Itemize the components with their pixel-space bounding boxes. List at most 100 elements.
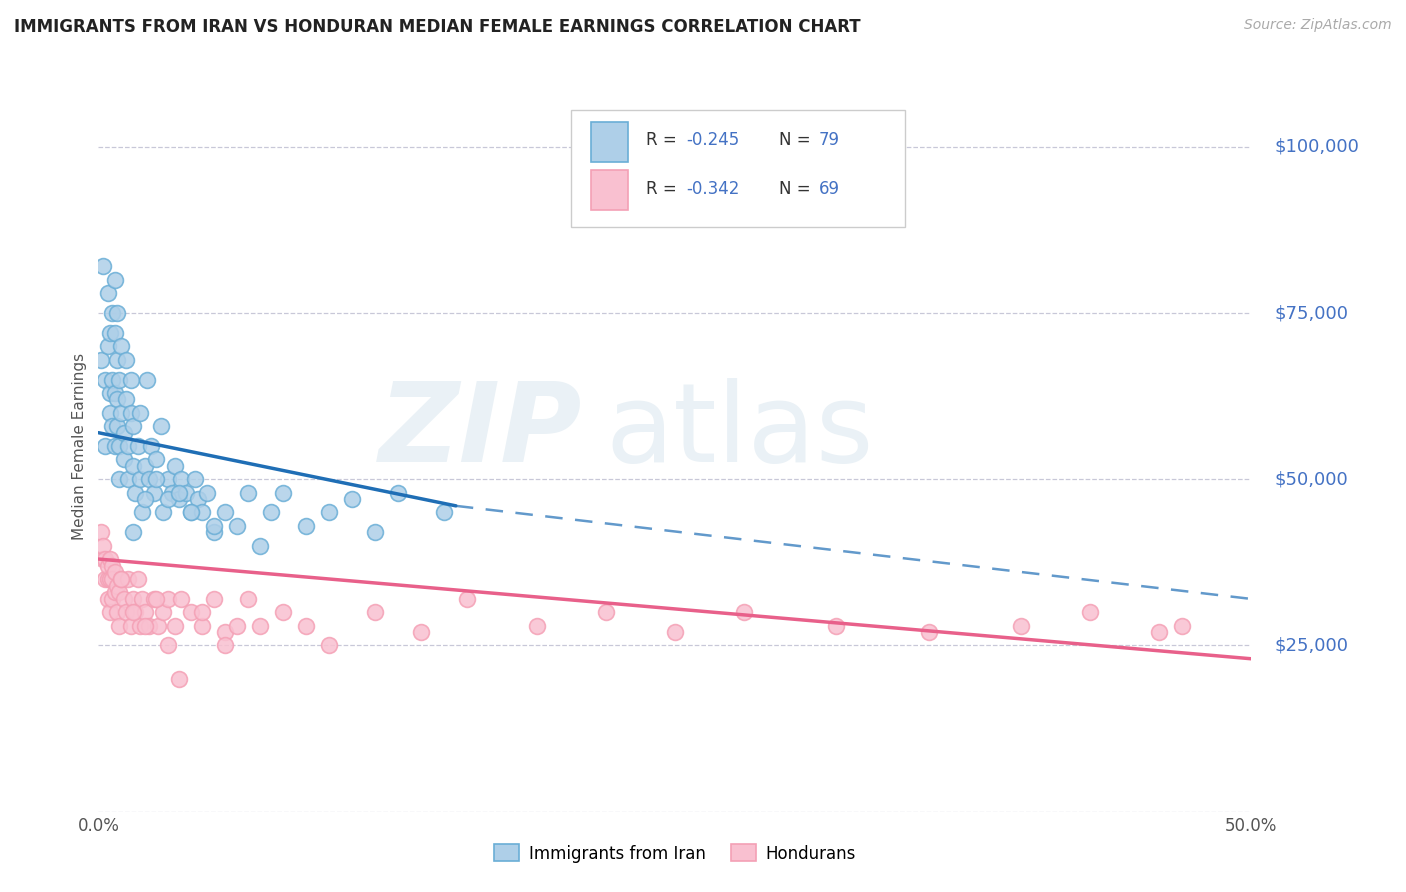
Point: [110, 572, 132, 586]
Text: N =: N =: [779, 131, 815, 149]
Point: [174, 485, 197, 500]
Point: [180, 605, 202, 619]
Point: [120, 618, 142, 632]
Point: [664, 625, 686, 640]
Point: [91, 539, 114, 553]
Point: [170, 591, 193, 606]
Point: [202, 591, 225, 606]
Point: [117, 572, 139, 586]
Point: [142, 591, 165, 606]
Point: [145, 591, 167, 606]
Point: [98, 572, 121, 586]
Point: [1171, 618, 1194, 632]
Point: [187, 492, 209, 507]
Point: [134, 458, 156, 473]
Text: IMMIGRANTS FROM IRAN VS HONDURAN MEDIAN FEMALE EARNINGS CORRELATION CHART: IMMIGRANTS FROM IRAN VS HONDURAN MEDIAN …: [14, 18, 860, 36]
Point: [131, 591, 153, 606]
Point: [98, 326, 121, 340]
FancyBboxPatch shape: [571, 110, 905, 227]
Point: [97, 558, 120, 573]
Point: [191, 618, 214, 632]
Point: [364, 605, 387, 619]
Point: [98, 605, 121, 619]
Point: [122, 419, 145, 434]
Point: [105, 579, 128, 593]
Text: $75,000: $75,000: [1274, 304, 1348, 322]
Point: [112, 425, 135, 440]
Point: [141, 439, 163, 453]
Point: [129, 406, 152, 420]
Point: [825, 618, 848, 632]
Point: [131, 506, 153, 520]
Point: [526, 618, 548, 632]
Point: [1147, 625, 1170, 640]
Point: [120, 406, 142, 420]
Point: [180, 506, 202, 520]
Point: [138, 472, 160, 486]
Legend: Immigrants from Iran, Hondurans: Immigrants from Iran, Hondurans: [486, 838, 863, 869]
Point: [225, 518, 247, 533]
Text: R =: R =: [647, 131, 682, 149]
Point: [110, 339, 132, 353]
Point: [103, 385, 125, 400]
Point: [112, 452, 135, 467]
Point: [152, 506, 174, 520]
Point: [122, 605, 145, 619]
Text: N =: N =: [779, 179, 815, 197]
Point: [138, 618, 160, 632]
Point: [163, 618, 186, 632]
Point: [387, 485, 409, 500]
Text: -0.342: -0.342: [686, 179, 740, 197]
Point: [149, 419, 172, 434]
Text: 69: 69: [818, 179, 839, 197]
Point: [214, 625, 236, 640]
Point: [101, 558, 124, 573]
Point: [122, 591, 145, 606]
Point: [90, 525, 112, 540]
Y-axis label: Median Female Earnings: Median Female Earnings: [72, 352, 87, 540]
Point: [115, 605, 138, 619]
Point: [108, 439, 131, 453]
Point: [134, 492, 156, 507]
Point: [170, 472, 193, 486]
Point: [112, 591, 135, 606]
Point: [411, 625, 433, 640]
Point: [97, 286, 120, 301]
Point: [152, 605, 174, 619]
Point: [202, 525, 225, 540]
Text: $50,000: $50,000: [1274, 470, 1348, 488]
Point: [167, 485, 190, 500]
Point: [110, 406, 132, 420]
Point: [122, 458, 145, 473]
Point: [105, 605, 128, 619]
Point: [195, 485, 218, 500]
Point: [101, 572, 124, 586]
Point: [115, 352, 138, 367]
Point: [191, 605, 214, 619]
Point: [108, 472, 131, 486]
Point: [115, 392, 138, 407]
Point: [135, 372, 157, 386]
Point: [98, 385, 121, 400]
Point: [167, 672, 190, 686]
Point: [101, 591, 124, 606]
Point: [214, 506, 236, 520]
Point: [105, 306, 128, 320]
Point: [733, 605, 755, 619]
Point: [105, 392, 128, 407]
Point: [160, 485, 183, 500]
Point: [129, 618, 152, 632]
Point: [120, 372, 142, 386]
Point: [103, 273, 125, 287]
Point: [98, 406, 121, 420]
Point: [163, 458, 186, 473]
Point: [117, 439, 139, 453]
Point: [97, 572, 120, 586]
Point: [595, 605, 617, 619]
Point: [97, 591, 120, 606]
Point: [103, 439, 125, 453]
Point: [91, 552, 114, 566]
Point: [156, 591, 179, 606]
FancyBboxPatch shape: [591, 170, 627, 211]
Point: [94, 572, 117, 586]
